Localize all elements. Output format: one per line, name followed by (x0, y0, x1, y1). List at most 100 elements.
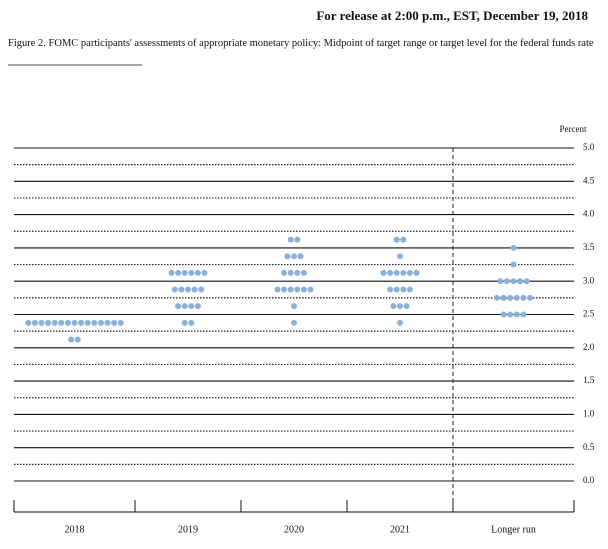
dot (38, 319, 45, 326)
dot (294, 269, 301, 276)
dot (397, 303, 403, 310)
dot (78, 319, 85, 326)
dot (71, 319, 78, 326)
dot (284, 253, 291, 260)
x-tick-label: 2018 (65, 524, 85, 535)
dot (494, 294, 500, 301)
dot (393, 236, 400, 243)
dot (393, 286, 400, 293)
dot (291, 253, 297, 260)
dot (413, 269, 420, 276)
dot (513, 311, 520, 318)
dot (171, 286, 178, 293)
y-tick-label: 5.0 (583, 142, 595, 152)
y-tick-label: 0.5 (583, 442, 595, 452)
dot (400, 269, 407, 276)
dot (403, 303, 410, 310)
dot (387, 286, 394, 293)
dot (294, 236, 301, 243)
dot (104, 319, 111, 326)
dot (513, 294, 520, 301)
dot (188, 269, 195, 276)
dot (297, 253, 304, 260)
dot (194, 303, 201, 310)
dot (25, 319, 32, 326)
dot (194, 269, 201, 276)
dot (300, 269, 307, 276)
dot (287, 286, 294, 293)
dot (406, 286, 413, 293)
dot (45, 319, 52, 326)
dot (198, 286, 205, 293)
dot (390, 303, 397, 310)
dot (181, 319, 188, 326)
dot (181, 269, 188, 276)
dot (168, 269, 175, 276)
dot (503, 278, 510, 285)
dot (58, 319, 65, 326)
dot (281, 269, 288, 276)
dot (510, 261, 517, 268)
dot (281, 286, 288, 293)
dot (188, 319, 195, 326)
dot (393, 269, 400, 276)
dot (97, 319, 104, 326)
dot (185, 286, 191, 293)
dot (175, 303, 182, 310)
dot (307, 286, 314, 293)
dot (387, 269, 394, 276)
dot (178, 286, 185, 293)
dot (181, 303, 188, 310)
dot (500, 294, 507, 301)
caption-box: Figure 2. FOMC participants' assessments… (8, 38, 594, 49)
x-tick-label: 2020 (284, 524, 304, 535)
dot (507, 311, 514, 318)
dot (500, 311, 507, 318)
dot (397, 319, 403, 326)
dot (74, 336, 81, 343)
dot (68, 336, 75, 343)
dot (523, 278, 530, 285)
dot (291, 319, 297, 326)
release-header: For release at 2:00 p.m., EST, December … (316, 8, 588, 23)
dot (117, 319, 124, 326)
y-tick-label: 0.0 (583, 475, 595, 485)
dot (91, 319, 98, 326)
dot (527, 294, 533, 301)
y-axis-label: Percent (560, 124, 587, 134)
dot (84, 319, 91, 326)
dot (397, 253, 403, 260)
x-tick-label: Longer run (491, 524, 536, 535)
dot (294, 286, 301, 293)
dot (191, 286, 198, 293)
dot (400, 236, 407, 243)
x-tick-label: 2021 (390, 524, 410, 535)
dot (400, 286, 407, 293)
dot (520, 311, 527, 318)
dot (175, 269, 182, 276)
dot (510, 278, 517, 285)
y-tick-label: 2.0 (583, 342, 595, 352)
dot (300, 286, 307, 293)
dot (188, 303, 195, 310)
dot (201, 269, 208, 276)
dot (507, 294, 514, 301)
dot (64, 319, 71, 326)
dot (291, 303, 297, 310)
dot (520, 294, 527, 301)
dot (287, 269, 294, 276)
y-tick-label: 1.0 (583, 408, 595, 418)
y-tick-label: 3.0 (583, 275, 595, 285)
dot (287, 236, 294, 243)
dot (111, 319, 118, 326)
y-tick-label: 3.5 (583, 242, 595, 252)
y-tick-label: 4.5 (583, 175, 595, 185)
y-tick-label: 4.0 (583, 209, 595, 219)
y-tick-label: 2.5 (583, 309, 595, 319)
dot (380, 269, 387, 276)
dot (510, 244, 517, 251)
x-tick-label: 2019 (178, 524, 198, 535)
dot (517, 278, 524, 285)
dot (51, 319, 58, 326)
